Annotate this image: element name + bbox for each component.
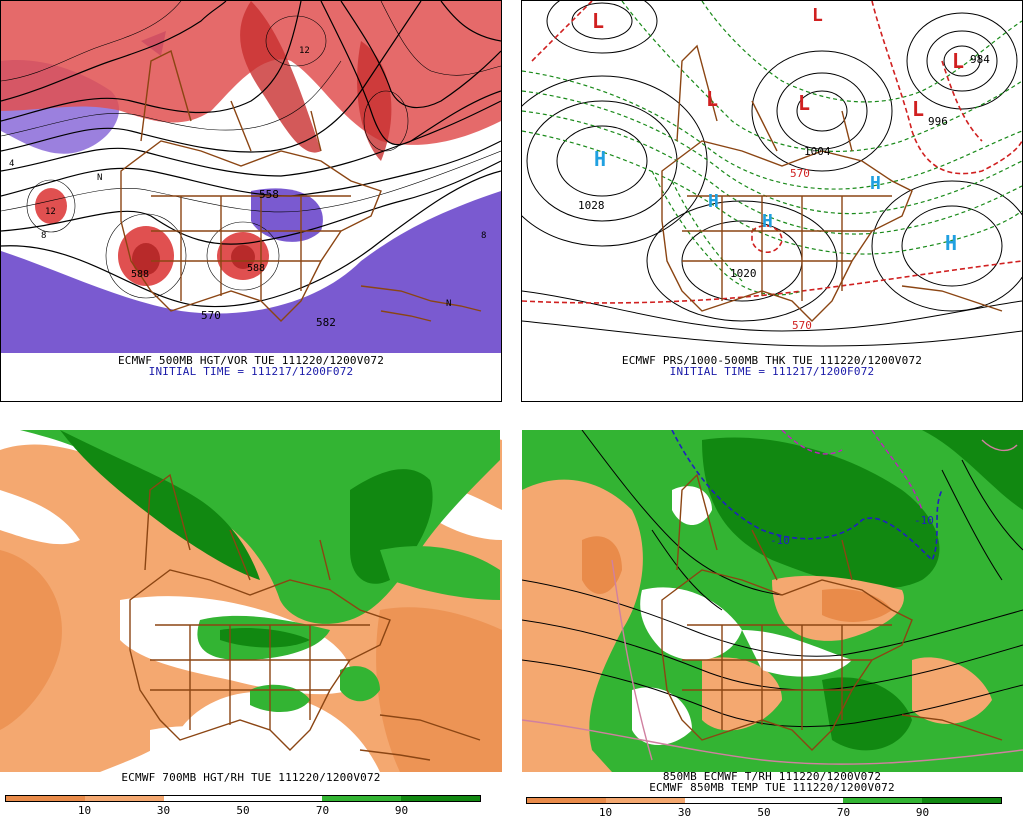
low-pressure-marker: L — [912, 97, 925, 121]
contour-label: 558 — [259, 188, 279, 201]
vorticity-label: 8 — [481, 231, 487, 241]
high-pressure-marker: H — [870, 173, 881, 194]
colorbar-tick: 90 — [915, 806, 930, 819]
vorticity-label: 12 — [299, 46, 310, 56]
isobar-label: 984 — [970, 53, 990, 66]
panel-subcaption: INITIAL TIME = 111217/1200F072 — [669, 365, 875, 378]
colorbar-tick: 90 — [394, 804, 409, 817]
isobar-label: 996 — [928, 115, 948, 128]
relative-humidity-map — [0, 430, 502, 772]
contour-label: 570 — [201, 309, 221, 322]
high-pressure-marker: H — [594, 147, 607, 171]
rh-colorbar — [5, 795, 481, 802]
contour-label: 588 — [247, 263, 266, 274]
panel-frame — [521, 0, 1023, 402]
vorticity-label: N — [97, 173, 103, 183]
vorticity-label: N — [446, 299, 452, 309]
panel-subcaption: ECMWF 850MB TEMP TUE 111220/1200V072 — [649, 781, 895, 794]
contour-label: 582 — [316, 316, 336, 329]
panel-prs-thk: H H H H H L L L L L L 1028 1020 1004 570… — [521, 0, 1023, 402]
colorbar-tick: 50 — [757, 806, 771, 819]
low-pressure-marker: L — [592, 9, 605, 33]
thickness-label: 570 — [790, 167, 810, 180]
colorbar-tick: 10 — [77, 804, 92, 817]
panel-caption: ECMWF 700MB HGT/RH TUE 111220/1200V072 — [121, 771, 381, 784]
high-pressure-marker: H — [762, 211, 773, 232]
panel-700mb-hgt-rh: ECMWF 700MB HGT/RH TUE 111220/1200V072 1… — [0, 429, 502, 819]
panel-500mb-hgt-vor: 570 582 558 588 588 N N 4 8 12 8 12 ECMW… — [0, 0, 502, 402]
vorticity-label: 8 — [41, 231, 47, 241]
panel-850mb-t-rh: -10 -10 850MB ECMWF T/RH 111220/1200V072… — [521, 429, 1023, 819]
vorticity-map: 570 582 558 588 588 N N 4 8 12 8 12 — [1, 1, 501, 353]
panel-caption: ECMWF PRS/1000-500MB THK TUE 111220/1200… — [621, 354, 923, 367]
colorbar-tick: 70 — [836, 806, 851, 819]
low-pressure-marker: L — [706, 87, 719, 111]
low-pressure-marker: L — [952, 49, 965, 73]
low-pressure-marker: L — [812, 5, 823, 26]
vorticity-label: 12 — [45, 207, 56, 217]
isobar-label: 1028 — [578, 199, 605, 212]
panel-subcaption: INITIAL TIME = 111217/1200F072 — [148, 365, 354, 378]
panel-caption: ECMWF 500MB HGT/VOR TUE 111220/1200V072 — [117, 354, 385, 367]
colorbar-tick: 30 — [156, 804, 171, 817]
low-pressure-marker: L — [798, 91, 811, 115]
panel-caption: 850MB ECMWF T/RH 111220/1200V072 — [662, 770, 882, 783]
high-pressure-marker: H — [708, 191, 719, 212]
panel-frame — [0, 0, 502, 402]
high-pressure-marker: H — [945, 231, 958, 255]
temperature-rh-map: -10 -10 — [522, 430, 1023, 772]
isobar-label: 1020 — [730, 267, 757, 280]
thickness-label: 570 — [792, 319, 812, 332]
colorbar-tick: 50 — [236, 804, 250, 817]
pressure-thickness-map: H H H H H L L L L L L 1028 1020 1004 570… — [522, 1, 1022, 353]
isotherm-label: -10 — [770, 534, 790, 547]
isotherm-label: -10 — [914, 514, 934, 527]
colorbar-tick: 70 — [315, 804, 330, 817]
contour-label: 588 — [131, 269, 150, 280]
colorbar-tick: 30 — [677, 806, 692, 819]
rh-colorbar — [526, 797, 1002, 804]
vorticity-label: 4 — [9, 159, 15, 169]
colorbar-tick: 10 — [598, 806, 613, 819]
isobar-label: 1004 — [804, 145, 831, 158]
